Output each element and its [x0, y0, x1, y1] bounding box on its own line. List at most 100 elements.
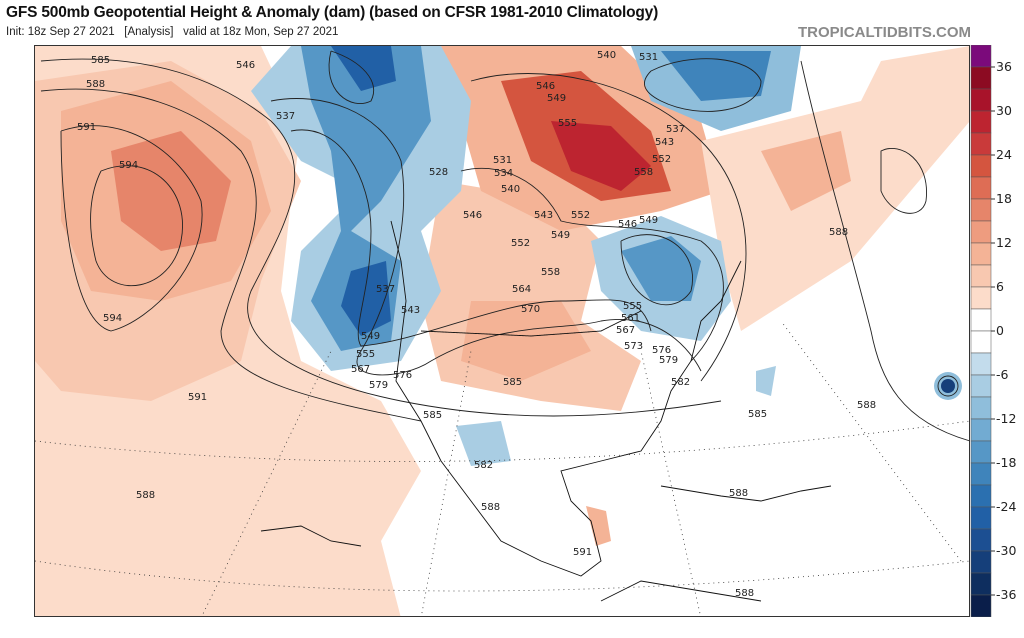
border: [420, 310, 642, 337]
colorbar-label: 30: [996, 103, 1012, 118]
negative-anomaly-west-30: [331, 46, 396, 336]
negative-anomaly-greatlakes-18: [621, 236, 701, 301]
contour-label: 546: [536, 81, 555, 92]
contour-label: 549: [361, 331, 380, 342]
contour-label: 582: [671, 377, 690, 388]
height-contour: [620, 234, 693, 306]
contour-label: 567: [616, 325, 635, 336]
negative-anomaly-west-18: [301, 46, 431, 351]
contour-label: 543: [534, 210, 553, 221]
colorbar-label: -6: [996, 367, 1009, 382]
contour-label: 594: [103, 313, 122, 324]
contour-label: 585: [423, 410, 442, 421]
brand-watermark[interactable]: TROPICALTIDBITS.COM: [797, 24, 971, 41]
colorbar-bin: [970, 110, 992, 134]
contour-label: 546: [236, 60, 255, 71]
contour-label: 552: [571, 210, 590, 221]
positive-anomaly-north-30: [551, 121, 651, 191]
colorbar-bin: [970, 154, 992, 178]
colorbar-bin: [970, 418, 992, 442]
contour-label: 588: [735, 588, 754, 599]
contour-label: 573: [624, 341, 643, 352]
colorbar-bin: [970, 572, 992, 596]
contour-label: 546: [618, 219, 637, 230]
contour-label: 567: [351, 364, 370, 375]
map-subtitle: Init: 18z Sep 27 2021 [Analysis] valid a…: [6, 26, 339, 38]
contour-label: 579: [369, 380, 388, 391]
contour-label: 585: [748, 409, 767, 420]
colorbar-label: 24: [996, 147, 1012, 162]
colorbar-bin: [970, 440, 992, 464]
contour-label: 531: [493, 155, 512, 166]
colorbar-bin: [970, 66, 992, 90]
colorbar-bins: [970, 45, 992, 617]
height-contour: [644, 58, 762, 112]
longitude-line: [780, 320, 962, 562]
colorbar-label: -36: [996, 587, 1016, 602]
colorbar-bin: [970, 594, 992, 617]
anomaly-fills: [35, 46, 969, 616]
coastline: [660, 485, 832, 502]
colorbar-bin: [970, 484, 992, 508]
contour-label: 555: [558, 118, 577, 129]
coastline: [260, 525, 362, 547]
map-title: GFS 500mb Geopotential Height & Anomaly …: [6, 4, 659, 21]
negative-anomaly-northeast-24: [661, 51, 771, 101]
height-contour: [60, 125, 203, 332]
contour-label: 552: [511, 238, 530, 249]
colorbar-bin: [970, 242, 992, 266]
height-contour: [460, 168, 724, 362]
colorbar-bin: [970, 550, 992, 574]
coastlines: [260, 220, 832, 602]
colorbar-label: -24: [996, 499, 1016, 514]
negative-anomaly-atlantic: [756, 366, 776, 396]
positive-anomaly-central-12: [461, 301, 591, 381]
colorbar-bin: [970, 198, 992, 222]
contour-label: 588: [857, 400, 876, 411]
graticule: [35, 320, 969, 616]
contour-label: 549: [551, 230, 570, 241]
height-contour: [880, 148, 927, 214]
contour-label: 588: [729, 488, 748, 499]
latitude-line: [35, 560, 969, 592]
contour-label: 552: [652, 154, 671, 165]
longitude-line: [420, 350, 472, 616]
contour-label: 531: [639, 52, 658, 63]
contour-label: 537: [666, 124, 685, 135]
longitude-line: [640, 350, 701, 616]
contour-label: 561: [621, 313, 640, 324]
contour-label: 555: [623, 301, 642, 312]
colorbar-label: 36: [996, 59, 1012, 74]
colorbar-label: 18: [996, 191, 1012, 206]
contour-label: 591: [188, 392, 207, 403]
contour-label: 588: [829, 227, 848, 238]
colorbar-bin: [970, 132, 992, 156]
colorbar-bin: [970, 374, 992, 398]
contour-label: 585: [91, 55, 110, 66]
map-panel: 585 588 591 594 594 591 588 546 537 528 …: [34, 45, 970, 617]
height-contour: [800, 60, 969, 442]
colorbar-label: 0: [996, 323, 1004, 338]
coastline: [390, 220, 742, 577]
contour-label: 540: [501, 184, 520, 195]
colorbar-bin: [970, 220, 992, 244]
contour-label: 585: [503, 377, 522, 388]
contour-label: 576: [393, 370, 412, 381]
colorbar-bin: [970, 264, 992, 288]
hurricane-contour: [937, 375, 959, 397]
colorbar-bin: [970, 506, 992, 530]
contour-label: 555: [356, 349, 375, 360]
contour-label: 549: [639, 215, 658, 226]
positive-anomaly-east-12: [761, 131, 851, 211]
contour-label: 537: [376, 284, 395, 295]
colorbar-bin: [970, 330, 992, 354]
contour-label: 558: [541, 267, 560, 278]
contour-label: 540: [597, 50, 616, 61]
contour-label: 576: [652, 345, 671, 356]
contour-label: 588: [481, 502, 500, 513]
positive-anomaly-gulf: [586, 506, 611, 546]
contour-label: 543: [655, 137, 674, 148]
contour-label: 588: [136, 490, 155, 501]
colorbar-bin: [970, 88, 992, 112]
contour-label: 537: [276, 111, 295, 122]
